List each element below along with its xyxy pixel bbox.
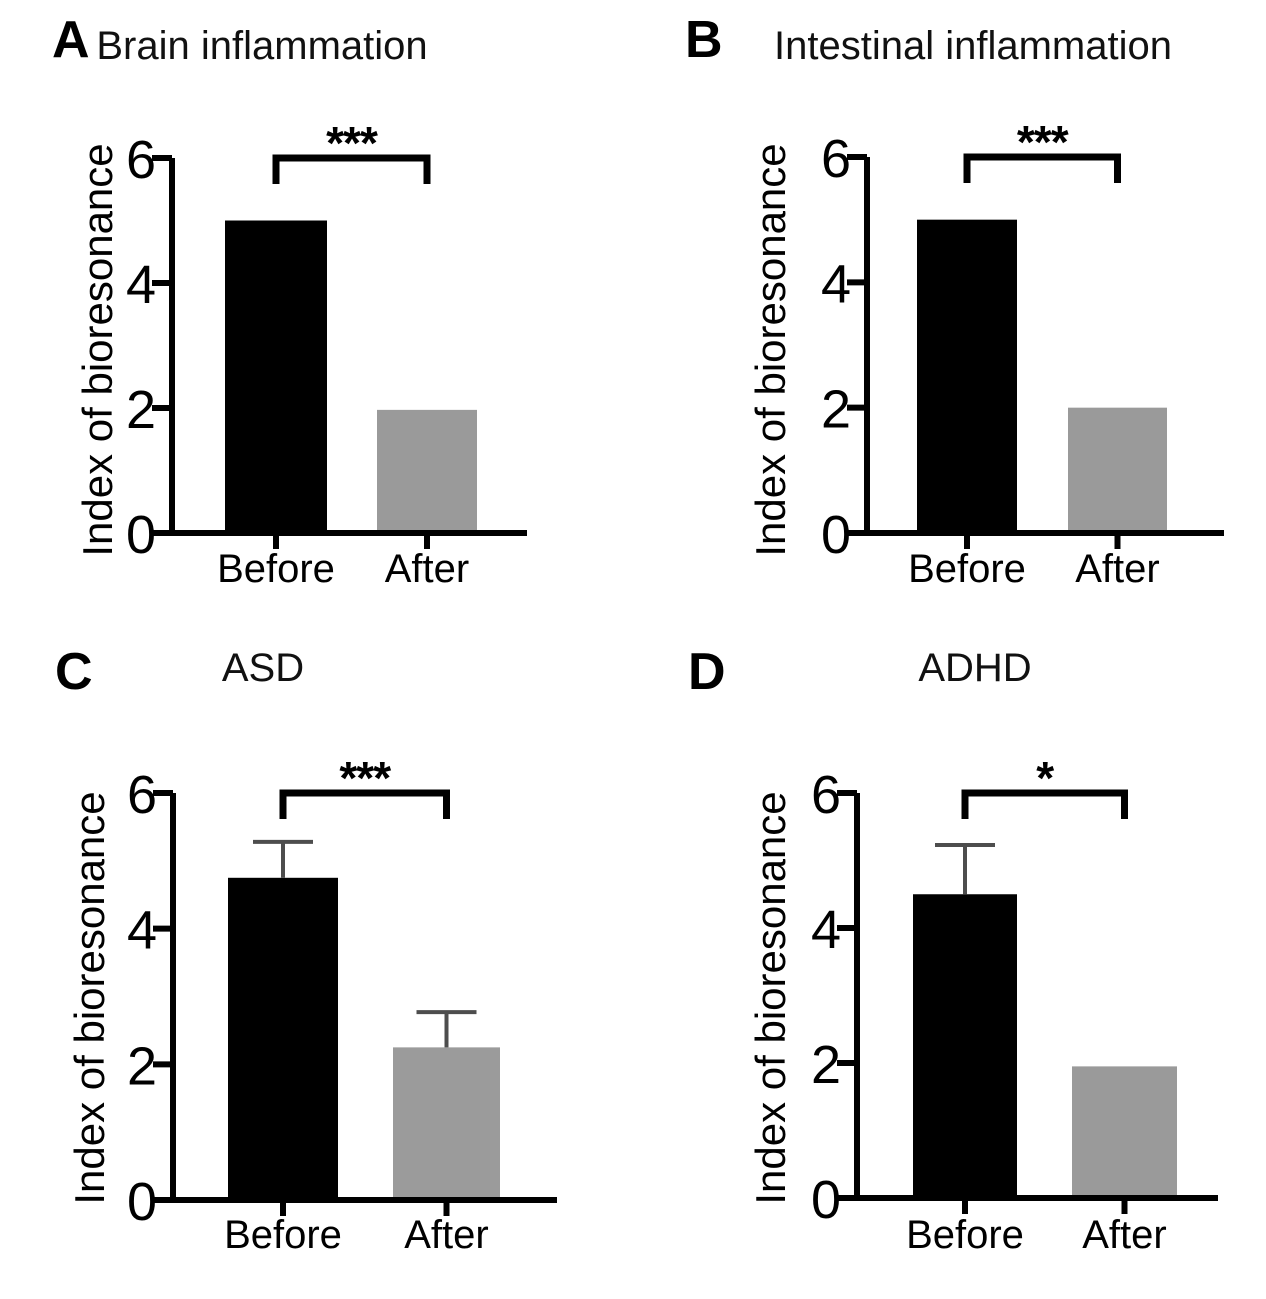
bar-after bbox=[377, 409, 477, 533]
significance-label: * bbox=[1036, 752, 1054, 804]
y-tick-label-6: 6 bbox=[126, 130, 156, 190]
y-axis-label: Index of bioresonance bbox=[747, 143, 794, 556]
chart-adhd: 0 2 4 6 Index of bioresonance Before After * bbox=[747, 752, 1218, 1257]
y-axis-label: Index of bioresonance bbox=[74, 143, 121, 556]
bar-before bbox=[913, 894, 1017, 1198]
panel-d: D ADHD 0 2 4 6 Index of bioresonance Before Af… bbox=[633, 630, 1266, 1299]
x-axis bbox=[169, 530, 527, 549]
y-tick-label-4: 4 bbox=[126, 255, 156, 315]
x-tick-label-before: Before bbox=[908, 547, 1026, 591]
x-axis bbox=[854, 1195, 1218, 1214]
y-axis bbox=[153, 790, 176, 1203]
panel-letter-d: D bbox=[688, 643, 726, 701]
panel-b: B Intestinal inflammation 0 2 4 6 Index of b… bbox=[633, 0, 1266, 630]
y-tick-label-6: 6 bbox=[811, 765, 841, 825]
y-tick-label-2: 2 bbox=[126, 380, 156, 440]
y-tick-label-0: 0 bbox=[127, 1172, 157, 1232]
panel-title-c: ASD bbox=[221, 646, 305, 690]
significance-bracket bbox=[279, 789, 450, 819]
significance-label: *** bbox=[326, 117, 378, 169]
x-axis bbox=[170, 1197, 557, 1216]
bar-after bbox=[393, 1047, 500, 1200]
panel-title-b: Intestinal inflammation bbox=[774, 24, 1172, 68]
panel-a: A Brain inflammation 0 2 4 6 Index of biores… bbox=[0, 0, 633, 630]
chart-asd: 0 2 4 6 Index of bioresonance Before After *** bbox=[66, 752, 557, 1257]
chart-intestinal-inflammation: 0 2 4 6 Index of bioresonance Before After *** bbox=[747, 116, 1224, 591]
panel-title-d: ADHD bbox=[918, 646, 1032, 690]
x-tick-label-after: After bbox=[385, 547, 469, 591]
y-tick-label-6: 6 bbox=[821, 129, 851, 189]
bar-after bbox=[1068, 407, 1167, 533]
significance-label: *** bbox=[1017, 116, 1069, 168]
y-tick-label-4: 4 bbox=[811, 900, 841, 960]
error-bar-after bbox=[416, 1010, 477, 1048]
bar-before bbox=[917, 219, 1017, 533]
significance-bracket bbox=[272, 154, 431, 184]
y-axis bbox=[152, 155, 175, 536]
y-tick-label-2: 2 bbox=[821, 380, 851, 440]
bar-after bbox=[1072, 1066, 1177, 1198]
bar-before bbox=[225, 220, 327, 533]
x-tick-label-after: After bbox=[1082, 1213, 1166, 1257]
x-tick-label-after: After bbox=[1075, 547, 1159, 591]
y-tick-label-4: 4 bbox=[821, 254, 851, 314]
y-axis bbox=[837, 790, 860, 1201]
y-tick-label-2: 2 bbox=[811, 1035, 841, 1095]
x-tick-label-after: After bbox=[404, 1213, 488, 1257]
panel-letter-b: B bbox=[685, 11, 723, 69]
x-tick-label-before: Before bbox=[217, 547, 335, 591]
y-tick-label-0: 0 bbox=[126, 505, 156, 565]
error-bar-before bbox=[935, 842, 995, 895]
panel-letter-a: A bbox=[52, 11, 90, 69]
y-tick-label-0: 0 bbox=[821, 505, 851, 565]
y-axis bbox=[847, 154, 870, 536]
panel-letter-c: C bbox=[55, 643, 93, 701]
y-axis-label: Index of bioresonance bbox=[747, 791, 794, 1204]
y-tick-label-0: 0 bbox=[811, 1170, 841, 1230]
y-tick-label-6: 6 bbox=[127, 765, 157, 825]
bar-before bbox=[228, 877, 338, 1200]
x-axis bbox=[864, 530, 1224, 549]
y-axis-label: Index of bioresonance bbox=[66, 791, 113, 1204]
x-tick-label-before: Before bbox=[224, 1213, 342, 1257]
y-tick-label-2: 2 bbox=[127, 1036, 157, 1096]
error-bar-before bbox=[253, 839, 313, 878]
panel-c: C ASD 0 2 4 6 Index of bioresonance Before Aft… bbox=[0, 630, 633, 1299]
significance-bracket bbox=[963, 153, 1121, 183]
significance-label: *** bbox=[339, 752, 391, 804]
significance-bracket bbox=[961, 789, 1128, 819]
y-tick-label-4: 4 bbox=[127, 901, 157, 961]
x-tick-label-before: Before bbox=[906, 1213, 1024, 1257]
panel-title-a: Brain inflammation bbox=[96, 24, 428, 68]
